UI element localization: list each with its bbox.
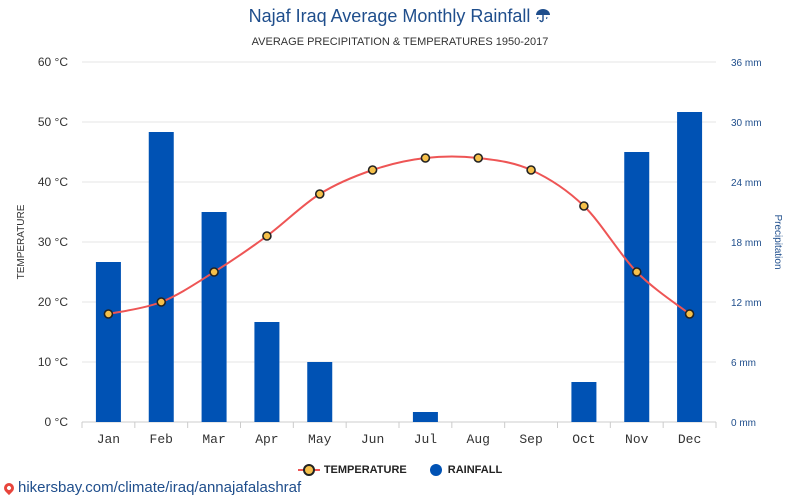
rainfall-bar-nov (624, 152, 650, 422)
temperature-point-aug (473, 153, 484, 163)
temperature-line-layer (108, 155, 691, 315)
y-tick-label-right: 6 mm (731, 358, 756, 369)
x-tick-label: Feb (150, 432, 173, 447)
chart-subtitle: AVERAGE PRECIPITATION & TEMPERATURES 195… (251, 36, 549, 48)
temperature-point-may (314, 189, 325, 199)
rainfall-bar-may (307, 362, 333, 422)
x-tick-label: Nov (625, 432, 649, 447)
rainfall-bars (95, 112, 703, 422)
temperature-point-apr (262, 231, 272, 241)
rainfall-bar-jan (95, 262, 121, 422)
rainfall-bar-jul (412, 412, 438, 422)
x-tick-label: Jan (97, 432, 120, 447)
source-link[interactable]: hikersbay.com/climate/iraq/annajafalashr… (1, 479, 302, 496)
rainfall-bar-feb (148, 132, 174, 422)
temperature-points (103, 153, 695, 319)
y-tick-label-right: 30 mm (731, 118, 762, 129)
y-tick-label-left: 30 °C (38, 235, 68, 249)
chart-title-text: Najaf Iraq Average Monthly Rainfall (248, 6, 531, 26)
x-axis-ticks: Jan Feb Mar Apr May Jun Jul Aug Sep Oct Nov Dec (97, 432, 702, 447)
y-axis-title-right: Precipitation (772, 214, 783, 269)
temperature-point-sep (526, 165, 536, 175)
x-tick-label: Mar (202, 432, 225, 447)
x-tick-label: Apr (255, 432, 278, 447)
x-tick-label: Jun (361, 432, 384, 447)
legend-item-temperature[interactable]: TEMPERATURE (297, 464, 407, 476)
chart-legend: TEMPERATURE RAINFALL (0, 464, 800, 479)
umbrella-rain-icon (535, 6, 551, 26)
chart-title: Najaf Iraq Average Monthly Rainfall (0, 6, 800, 27)
y-tick-label-left: 40 °C (38, 175, 68, 189)
temperature-point-feb (156, 297, 167, 307)
rainfall-marker-icon (429, 464, 442, 476)
map-pin-icon (1, 480, 17, 495)
temperature-point-jan (103, 309, 114, 319)
temperature-marker-icon (297, 464, 320, 476)
legend-label-temperature: TEMPERATURE (323, 464, 407, 476)
rainfall-bar-dec (677, 112, 703, 422)
right-axis-ticks: 0 mm 6 mm 12 mm 18 mm 24 mm 30 mm 36 mm (731, 58, 762, 429)
source-url: hikersbay.com/climate/iraq/annajafalashr… (18, 479, 302, 496)
rainfall-bar-apr (254, 322, 280, 422)
temperature-line (108, 155, 691, 315)
temperature-point-jun (367, 165, 378, 175)
y-tick-label-right: 36 mm (731, 58, 762, 69)
legend-label-rainfall: RAINFALL (447, 464, 503, 476)
x-tick-label: May (308, 432, 332, 447)
x-tick-label: Dec (678, 432, 701, 447)
y-tick-label-right: 18 mm (731, 238, 762, 249)
rainfall-bar-oct (571, 382, 597, 422)
y-tick-label-left: 0 °C (45, 415, 69, 429)
x-tick-label: Sep (519, 432, 542, 447)
temperature-point-dec (684, 309, 695, 319)
y-tick-label-left: 50 °C (38, 115, 68, 129)
x-tick-label: Aug (467, 432, 490, 447)
temperature-point-nov (631, 267, 642, 277)
y-tick-label-left: 20 °C (38, 295, 68, 309)
grid-lines (81, 61, 717, 428)
temperature-point-oct (579, 201, 589, 211)
y-tick-label-right: 24 mm (731, 178, 762, 189)
y-axis-title-left: TEMPERATURE (16, 204, 27, 279)
rainfall-bar-mar (201, 212, 227, 422)
y-tick-label-right: 12 mm (731, 298, 762, 309)
temperature-point-mar (209, 267, 219, 277)
y-tick-label-right: 0 mm (731, 418, 756, 429)
y-tick-label-left: 10 °C (38, 355, 68, 369)
x-tick-label: Jul (414, 432, 438, 447)
temperature-point-jul (420, 153, 431, 163)
left-axis-ticks: 0 °C 10 °C 20 °C 30 °C 40 °C 50 °C 60 °C (38, 55, 68, 429)
legend-item-rainfall[interactable]: RAINFALL (429, 464, 503, 476)
y-tick-label-left: 60 °C (38, 55, 68, 69)
x-tick-label: Oct (572, 432, 595, 447)
